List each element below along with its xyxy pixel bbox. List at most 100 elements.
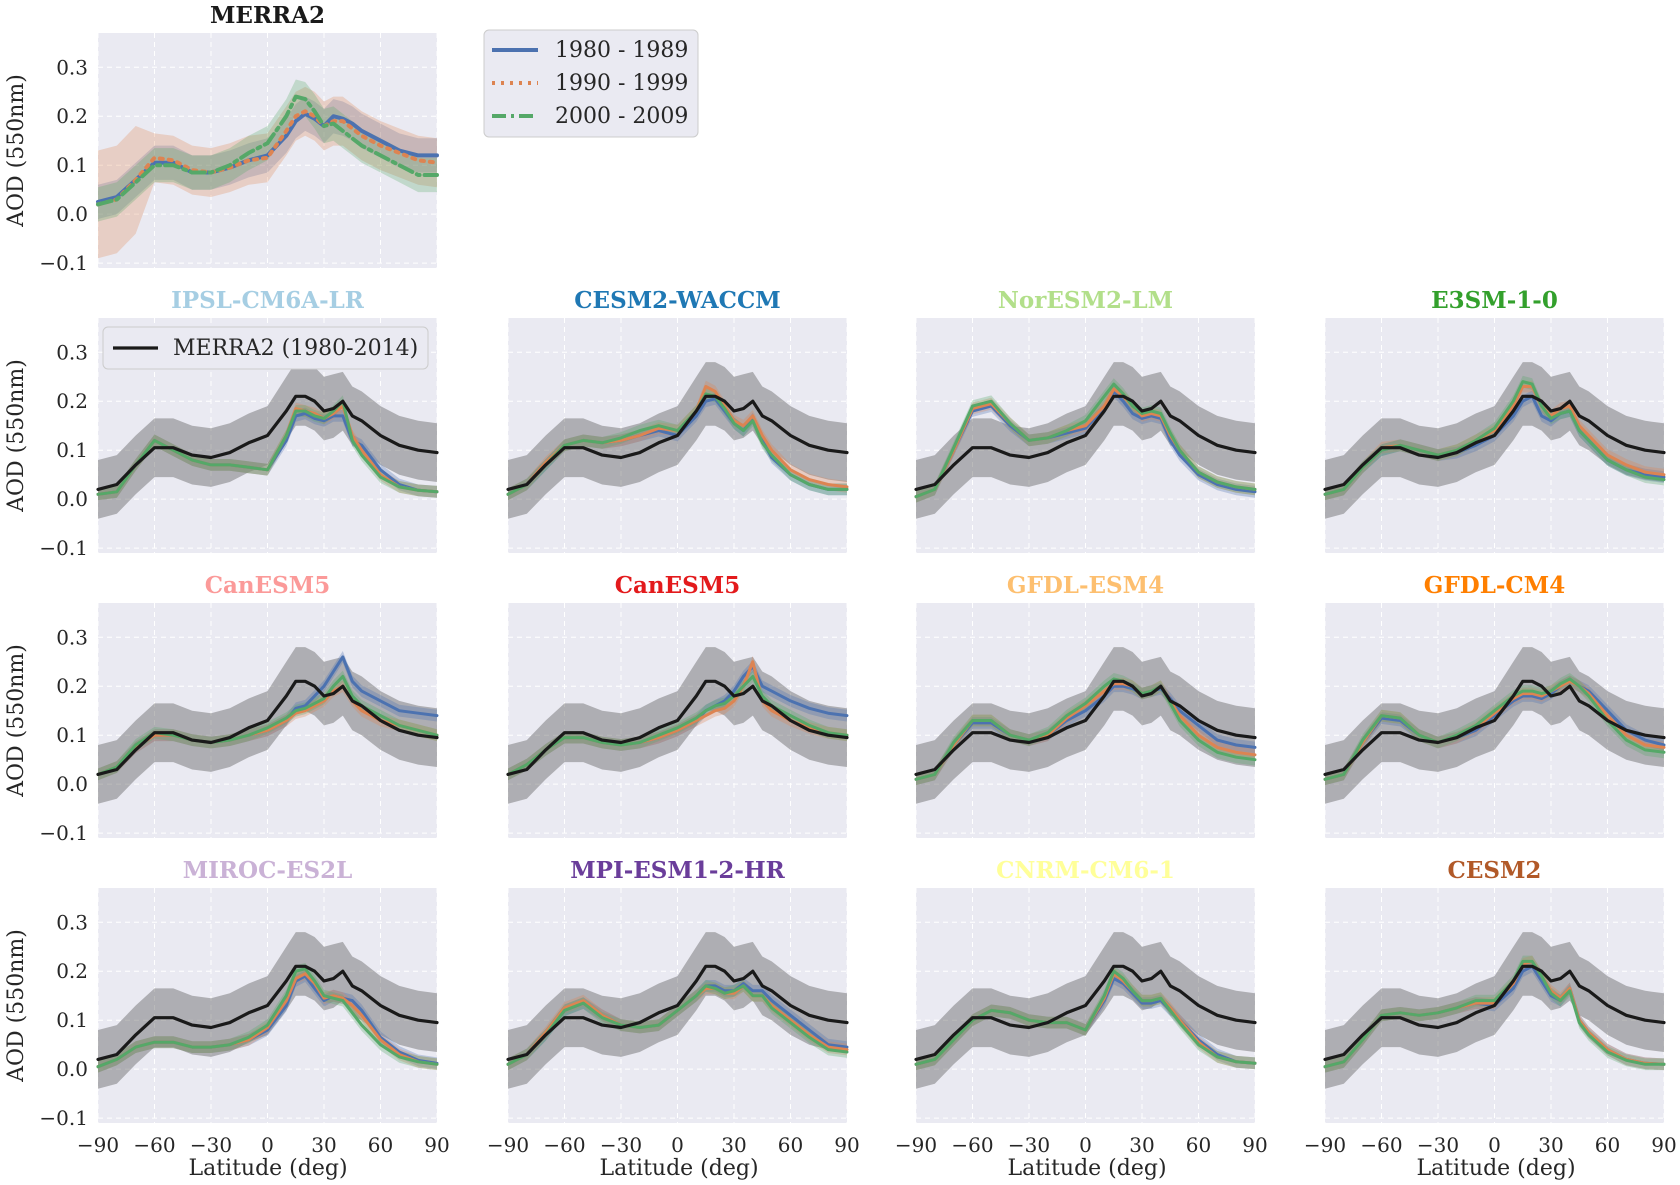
panel-title: CanESM5 [615,572,741,599]
series-spread-band [98,970,437,1073]
panels-layer: MERRA2 −0.1 0.0 0.1 0.2 0.3 AOD (550nm) IPSL-CM… [4,2,1677,1157]
y-axis-label: AOD (550nm) [4,929,29,1083]
y-tick-label: 0.0 [56,202,88,226]
series-spread-band [1325,380,1664,501]
x-tick-label: −30 [600,1133,642,1157]
series-spread-band [98,967,437,1073]
x-tick-label: 60 [368,1133,393,1157]
x-tick-label: −90 [895,1133,937,1157]
panel-ipsl: IPSL-CM6A-LR −0.1 0.0 0.1 0.2 0.3 AOD (550nm) [4,287,439,560]
legend-box [483,29,699,138]
x-tick-label: −30 [190,1133,232,1157]
y-tick-label: 0.2 [56,104,88,128]
x-axis-label: Latitude (deg) [1416,1156,1575,1181]
y-tick-label: 0.1 [56,1008,88,1032]
y-axis-label: AOD (550nm) [4,74,29,228]
series-line-3 [506,392,849,496]
y-tick-label: 0.0 [56,772,88,796]
reference-spread-band [1325,932,1664,1089]
panel-merra2: MERRA2 −0.1 0.0 0.1 0.2 0.3 AOD (550nm) [4,2,439,275]
legend-label: 1990 - 1999 [555,71,688,96]
x-tick-label: 0 [261,1133,274,1157]
panel-title: IPSL-CM6A-LR [171,287,365,314]
x-tick-label: −30 [1417,1133,1459,1157]
y-tick-label: −0.1 [39,1106,88,1130]
panel-title: GFDL-ESM4 [1007,572,1164,599]
panel-title: GFDL-CM4 [1424,572,1565,599]
series-line-3 [914,677,1257,781]
reference-line [96,394,439,491]
x-tick-label: 0 [1488,1133,1501,1157]
panel-title: CESM2 [1448,857,1542,884]
panel-title: E3SM-1-0 [1431,287,1558,314]
x-tick-label: −90 [487,1133,529,1157]
y-axis-label: AOD (550nm) [4,359,29,513]
series-spread-band [98,400,437,501]
reference-line [914,394,1257,491]
panel-title: MIROC-ES2L [183,857,353,884]
reference-line [914,679,1257,776]
panel-title: CESM2-WACCM [574,287,780,314]
panel-title: CanESM5 [205,572,331,599]
series-line-3 [506,984,849,1066]
series-line-1 [914,684,1257,781]
series-line-3 [914,969,1257,1066]
x-tick-label: 60 [1186,1133,1211,1157]
x-tick-label: −90 [77,1133,119,1157]
x-tick-label: 60 [1595,1133,1620,1157]
series-spread-band [916,378,1255,503]
panel-title: NorESM2-LM [998,287,1173,314]
legend-label: 2000 - 2009 [555,104,688,129]
x-axis-label: Latitude (deg) [1007,1156,1166,1181]
x-tick-label: 0 [671,1133,684,1157]
reference-spread-band [98,362,437,519]
legend-label: MERRA2 (1980-2014) [173,336,418,361]
panel-cnrm: CNRM-CM6-1 −90 −60 −30 0 30 60 90 [895,857,1268,1157]
reference-spread-band [916,362,1255,519]
reference-spread-band [1325,362,1664,519]
y-tick-label: −0.1 [39,536,88,560]
reference-line [96,964,439,1061]
y-tick-label: 0.1 [56,153,88,177]
x-tick-label: 90 [834,1133,859,1157]
x-tick-label: −60 [951,1133,993,1157]
series-spread-band [916,972,1255,1071]
y-tick-label: 0.0 [56,1057,88,1081]
series-spread-band [508,380,847,501]
y-tick-label: 0.3 [56,55,88,79]
x-tick-label: −30 [1008,1133,1050,1157]
series-line-1 [96,111,439,204]
y-tick-label: 0.1 [56,723,88,747]
y-tick-label: −0.1 [39,821,88,845]
y-tick-label: 0.3 [56,340,88,364]
y-tick-label: 0.2 [56,389,88,413]
reference-spread-band [98,932,437,1089]
panel-cesm2: CESM2 −90 −60 −30 0 30 60 90 [1304,857,1677,1157]
panel-miroc: MIROC-ES2L −0.1 0.0 0.1 0.2 0.3 AOD (550nm) −90… [4,857,450,1157]
x-tick-label: −90 [1304,1133,1346,1157]
series-spread-band [508,655,847,781]
legend-box [102,326,429,370]
series-line-3 [1323,959,1666,1069]
reference-spread-band [916,647,1255,804]
x-tick-label: 60 [778,1133,803,1157]
legend-label: 1980 - 1989 [555,38,688,63]
panel-title: CNRM-CM6-1 [996,857,1175,884]
series-line-2 [506,984,849,1066]
x-tick-label: 30 [1129,1133,1154,1157]
legend-periods: 1980 - 1989 1990 - 1999 2000 - 2009 [483,29,699,138]
y-axis-label: AOD (550nm) [4,644,29,798]
panel-title: MERRA2 [210,2,325,29]
panel-cesm2waccm: CESM2-WACCM [506,287,849,553]
x-axis-label: Latitude (deg) [188,1156,347,1181]
reference-line [1323,394,1666,491]
reference-spread-band [508,362,847,519]
x-tick-label: 30 [1538,1133,1563,1157]
y-tick-label: 0.2 [56,674,88,698]
panel-canesm5b: CanESM5 [506,572,849,838]
series-line-1 [1323,679,1666,781]
series-line-3 [96,967,439,1069]
reference-spread-band [98,647,437,804]
series-spread-band [508,388,847,501]
reference-spread-band [916,932,1255,1089]
